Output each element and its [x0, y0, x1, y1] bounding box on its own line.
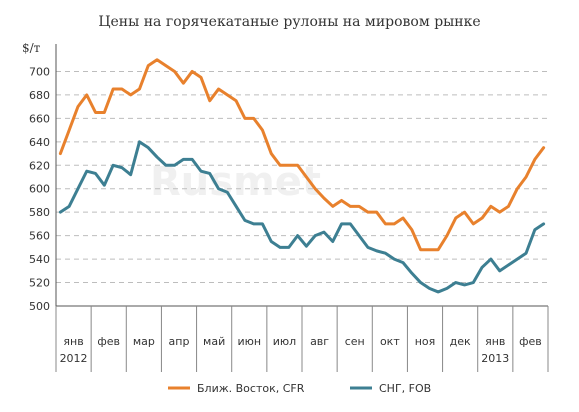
month-label: июн — [237, 335, 261, 348]
legend: Ближ. Восток, CFR СНГ, FOB — [168, 382, 431, 395]
legend-label-1: Ближ. Восток, CFR — [197, 382, 305, 395]
month-label: фев — [97, 335, 120, 348]
month-label: фев — [519, 335, 542, 348]
series-line-1 — [58, 58, 546, 252]
grid — [56, 70, 548, 284]
month-label: сен — [345, 335, 365, 348]
series-lines — [58, 58, 546, 294]
y-tick-label: 580 — [29, 206, 50, 219]
y-tick-label: 620 — [29, 159, 50, 172]
x-axis: янв фев мар апр май июн июл авг сен окт ноя дек янв ф… — [55, 44, 549, 372]
month-label: мар — [133, 335, 155, 348]
month-label: янв — [485, 335, 505, 348]
month-label: окт — [380, 335, 400, 348]
y-tick-labels: 500 520 540 560 580 600 620 640 660 680 700 — [29, 65, 50, 313]
month-label: май — [203, 335, 225, 348]
y-tick-label: 540 — [29, 253, 50, 266]
month-label: июл — [273, 335, 296, 348]
y-tick-label: 600 — [29, 183, 50, 196]
y-tick-label: 680 — [29, 89, 50, 102]
y-tick-label: 500 — [29, 300, 50, 313]
year-label: 2013 — [481, 352, 509, 365]
month-label: янв — [63, 335, 83, 348]
year-label: 2012 — [60, 352, 88, 365]
y-tick-label: 640 — [29, 136, 50, 149]
month-label: ноя — [415, 335, 436, 348]
month-label: дек — [450, 335, 471, 348]
month-label: авг — [310, 335, 329, 348]
y-tick-label: 660 — [29, 112, 50, 125]
series-line-2 — [58, 140, 546, 294]
y-tick-label: 560 — [29, 230, 50, 243]
chart-title: Цены на горячекатаные рулоны на мировом … — [98, 14, 480, 30]
legend-label-2: СНГ, FOB — [379, 382, 431, 395]
y-tick-label: 700 — [29, 65, 50, 78]
y-axis-label: $/т — [22, 41, 41, 55]
month-label: апр — [169, 335, 190, 348]
y-tick-label: 520 — [29, 277, 50, 290]
